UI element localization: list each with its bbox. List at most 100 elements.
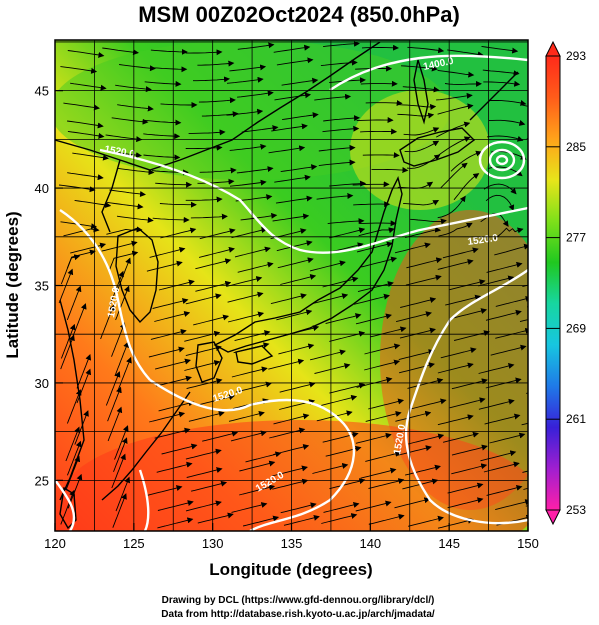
streamline <box>235 381 272 393</box>
y-tick-label: 45 <box>35 84 49 99</box>
streamline <box>283 514 320 526</box>
streamline <box>113 437 128 472</box>
streamline <box>199 228 236 240</box>
streamline <box>63 226 100 237</box>
streamline <box>361 44 399 51</box>
streamline <box>111 322 126 357</box>
streamline <box>437 362 474 374</box>
y-axis-ticks: 25 30 35 40 45 <box>35 84 63 488</box>
streamline <box>107 406 123 442</box>
streamline <box>282 112 319 121</box>
streamline <box>100 304 115 340</box>
streamline <box>314 93 352 101</box>
y-tick-label: 25 <box>35 473 49 488</box>
streamline <box>188 410 225 422</box>
streamline <box>185 196 223 203</box>
x-tick-label: 120 <box>44 536 66 551</box>
streamline <box>76 368 92 404</box>
streamline <box>395 311 432 323</box>
streamline <box>353 201 391 208</box>
streamline <box>188 129 226 136</box>
streamline <box>185 49 223 56</box>
contour-line-south <box>149 379 356 531</box>
colorbar-tick-label: 285 <box>566 140 586 154</box>
streamline <box>323 40 360 48</box>
streamline <box>198 246 235 258</box>
streamline <box>111 117 149 125</box>
streamline <box>66 389 82 424</box>
streamline <box>154 311 191 322</box>
streamline <box>399 327 436 339</box>
streamline <box>185 345 222 357</box>
streamline <box>323 115 361 122</box>
streamline <box>483 183 517 195</box>
streamline <box>357 281 394 293</box>
streamline <box>60 66 98 74</box>
streamline <box>159 201 197 208</box>
streamline <box>355 313 392 325</box>
streamline <box>227 291 264 303</box>
streamline <box>241 125 279 133</box>
x-tick-label: 150 <box>517 536 539 551</box>
streamline <box>65 426 80 462</box>
streamline <box>314 363 351 374</box>
streamline <box>435 121 471 138</box>
streamline <box>114 341 129 377</box>
streamline <box>193 76 230 83</box>
streamline <box>105 371 121 406</box>
streamline <box>239 484 276 496</box>
streamline <box>115 285 130 321</box>
cyclone-contour-outer <box>478 140 526 180</box>
streamline <box>312 293 349 305</box>
streamline <box>398 362 435 374</box>
streamline <box>481 45 519 54</box>
streamline <box>486 261 523 273</box>
streamline <box>119 64 156 72</box>
warm-region-east <box>380 210 528 510</box>
streamline <box>318 159 356 167</box>
streamline <box>272 213 310 222</box>
streamline <box>184 360 221 371</box>
streamline <box>102 47 139 56</box>
streamline <box>451 444 488 456</box>
streamline <box>231 227 268 239</box>
streamline <box>70 82 107 91</box>
streamline <box>66 285 82 321</box>
streamline <box>185 448 222 460</box>
streamline <box>365 450 402 462</box>
streamline <box>478 398 515 410</box>
streamline <box>399 104 437 110</box>
streamline <box>278 343 315 355</box>
colorbar-body <box>545 55 561 511</box>
streamline <box>485 377 522 389</box>
credit-line-drawing: Drawing by DCL (https://www.gfd-dennou.o… <box>162 595 435 606</box>
streamline <box>150 66 188 73</box>
streamline <box>74 410 89 445</box>
streamline <box>400 297 437 308</box>
streamline <box>436 92 473 101</box>
streamline <box>276 309 313 321</box>
streamline <box>186 467 223 478</box>
credit-line-data: Data from http://database.rish.kyoto-u.a… <box>161 609 435 620</box>
coastline-korea <box>115 227 159 324</box>
streamline <box>72 303 87 338</box>
x-tick-label: 145 <box>438 536 460 551</box>
streamline <box>106 201 144 210</box>
streamline <box>405 274 442 286</box>
streamline <box>197 512 234 524</box>
cyclone-contour-core <box>495 154 509 166</box>
streamline <box>447 49 484 58</box>
streamline <box>152 216 190 223</box>
streamline <box>242 515 280 527</box>
streamline <box>407 377 444 389</box>
streamline <box>410 218 447 225</box>
x-tick-label: 140 <box>359 536 381 551</box>
streamline <box>116 215 154 223</box>
streamline <box>268 358 305 370</box>
streamline <box>157 500 194 511</box>
y-tick-label: 30 <box>35 376 49 391</box>
streamline <box>154 358 191 370</box>
streamline <box>322 125 360 133</box>
streamline <box>67 172 104 181</box>
